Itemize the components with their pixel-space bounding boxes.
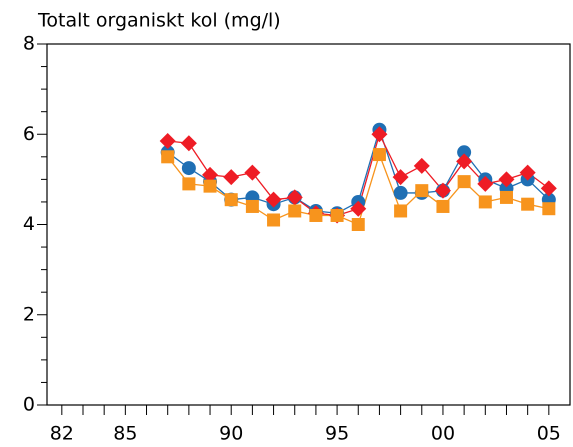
point: [265, 191, 282, 208]
point: [371, 126, 388, 143]
y-tick-label: 4: [23, 213, 35, 235]
x-tick-label: 85: [113, 423, 137, 445]
point: [309, 208, 323, 222]
point: [224, 193, 238, 207]
point: [394, 204, 408, 218]
point: [267, 213, 281, 227]
point: [392, 169, 409, 186]
y-tick-label: 6: [23, 123, 35, 145]
point: [499, 190, 513, 204]
point: [159, 133, 176, 150]
point: [181, 161, 196, 176]
point: [393, 185, 408, 200]
point: [457, 145, 472, 160]
point: [521, 197, 535, 211]
point: [330, 208, 344, 222]
y-tick-label: 2: [23, 303, 35, 325]
point: [519, 164, 536, 181]
x-tick-label: 95: [325, 423, 349, 445]
point: [202, 166, 219, 183]
point: [182, 177, 196, 191]
chart-title: Totalt organiskt kol (mg/l): [37, 10, 281, 32]
y-tick-label: 8: [23, 33, 35, 55]
point: [245, 199, 259, 213]
point: [372, 148, 386, 162]
point: [542, 202, 556, 216]
x-tick-label: 82: [50, 423, 74, 445]
point: [351, 218, 365, 231]
x-tick-label: 05: [537, 423, 561, 445]
plot-frame: [46, 43, 571, 406]
x-tick-label: 00: [431, 423, 455, 445]
point: [540, 180, 557, 197]
point: [288, 204, 302, 218]
point: [478, 195, 492, 209]
point: [350, 200, 367, 217]
point: [498, 171, 515, 188]
point: [415, 184, 429, 198]
point: [161, 150, 175, 164]
point: [244, 164, 261, 181]
point: [286, 189, 303, 206]
point: [203, 179, 217, 193]
point: [434, 182, 451, 199]
point: [413, 157, 430, 174]
y-tick-label: 0: [23, 394, 35, 416]
point: [456, 153, 473, 170]
x-tick-label: 90: [219, 423, 243, 445]
point: [223, 169, 240, 186]
point: [180, 135, 197, 152]
point: [477, 175, 494, 192]
point: [457, 175, 471, 189]
point: [436, 199, 450, 213]
